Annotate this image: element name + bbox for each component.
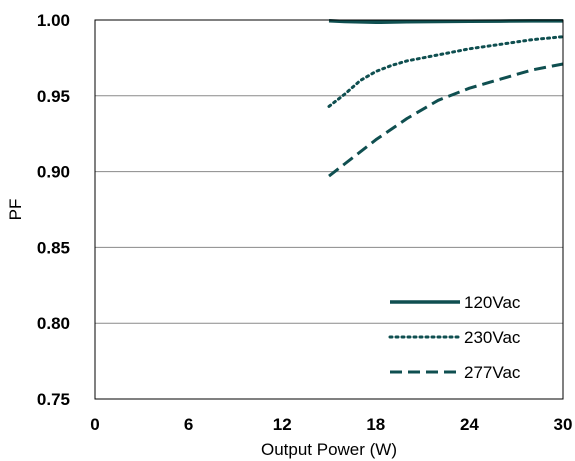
- legend-label-277vac: 277Vac: [464, 363, 521, 382]
- y-tick-label: 0.95: [37, 87, 70, 106]
- y-tick-label: 0.85: [37, 238, 70, 257]
- grid-layer: [95, 19, 563, 324]
- y-tick-label: 0.75: [37, 390, 70, 409]
- x-tick-label: 24: [460, 415, 479, 434]
- y-axis-ticks: 0.75 0.80 0.85 0.90 0.95 1.00: [37, 11, 70, 409]
- x-tick-label: 30: [554, 415, 573, 434]
- x-tick-label: 18: [366, 415, 385, 434]
- x-axis-ticks: 0 6 12 18 24 30: [90, 415, 572, 434]
- legend-label-230vac: 230Vac: [464, 328, 521, 347]
- series-layer: [327, 19, 565, 178]
- x-axis-title: Output Power (W): [261, 440, 397, 459]
- y-tick-label: 0.80: [37, 314, 70, 333]
- y-tick-label: 1.00: [37, 11, 70, 30]
- x-tick-label: 6: [184, 415, 193, 434]
- x-tick-label: 12: [273, 415, 292, 434]
- series-line-120vac: [328, 19, 563, 25]
- series-line-230vac: [327, 35, 565, 108]
- x-tick-label: 0: [90, 415, 99, 434]
- legend-label-120vac: 120Vac: [464, 293, 521, 312]
- y-axis-title: PF: [6, 199, 25, 221]
- plot-frame: [94, 19, 564, 400]
- legend: 120Vac 230Vac 277Vac: [388, 293, 521, 382]
- y-tick-label: 0.90: [37, 163, 70, 182]
- series-line-277vac: [328, 62, 564, 178]
